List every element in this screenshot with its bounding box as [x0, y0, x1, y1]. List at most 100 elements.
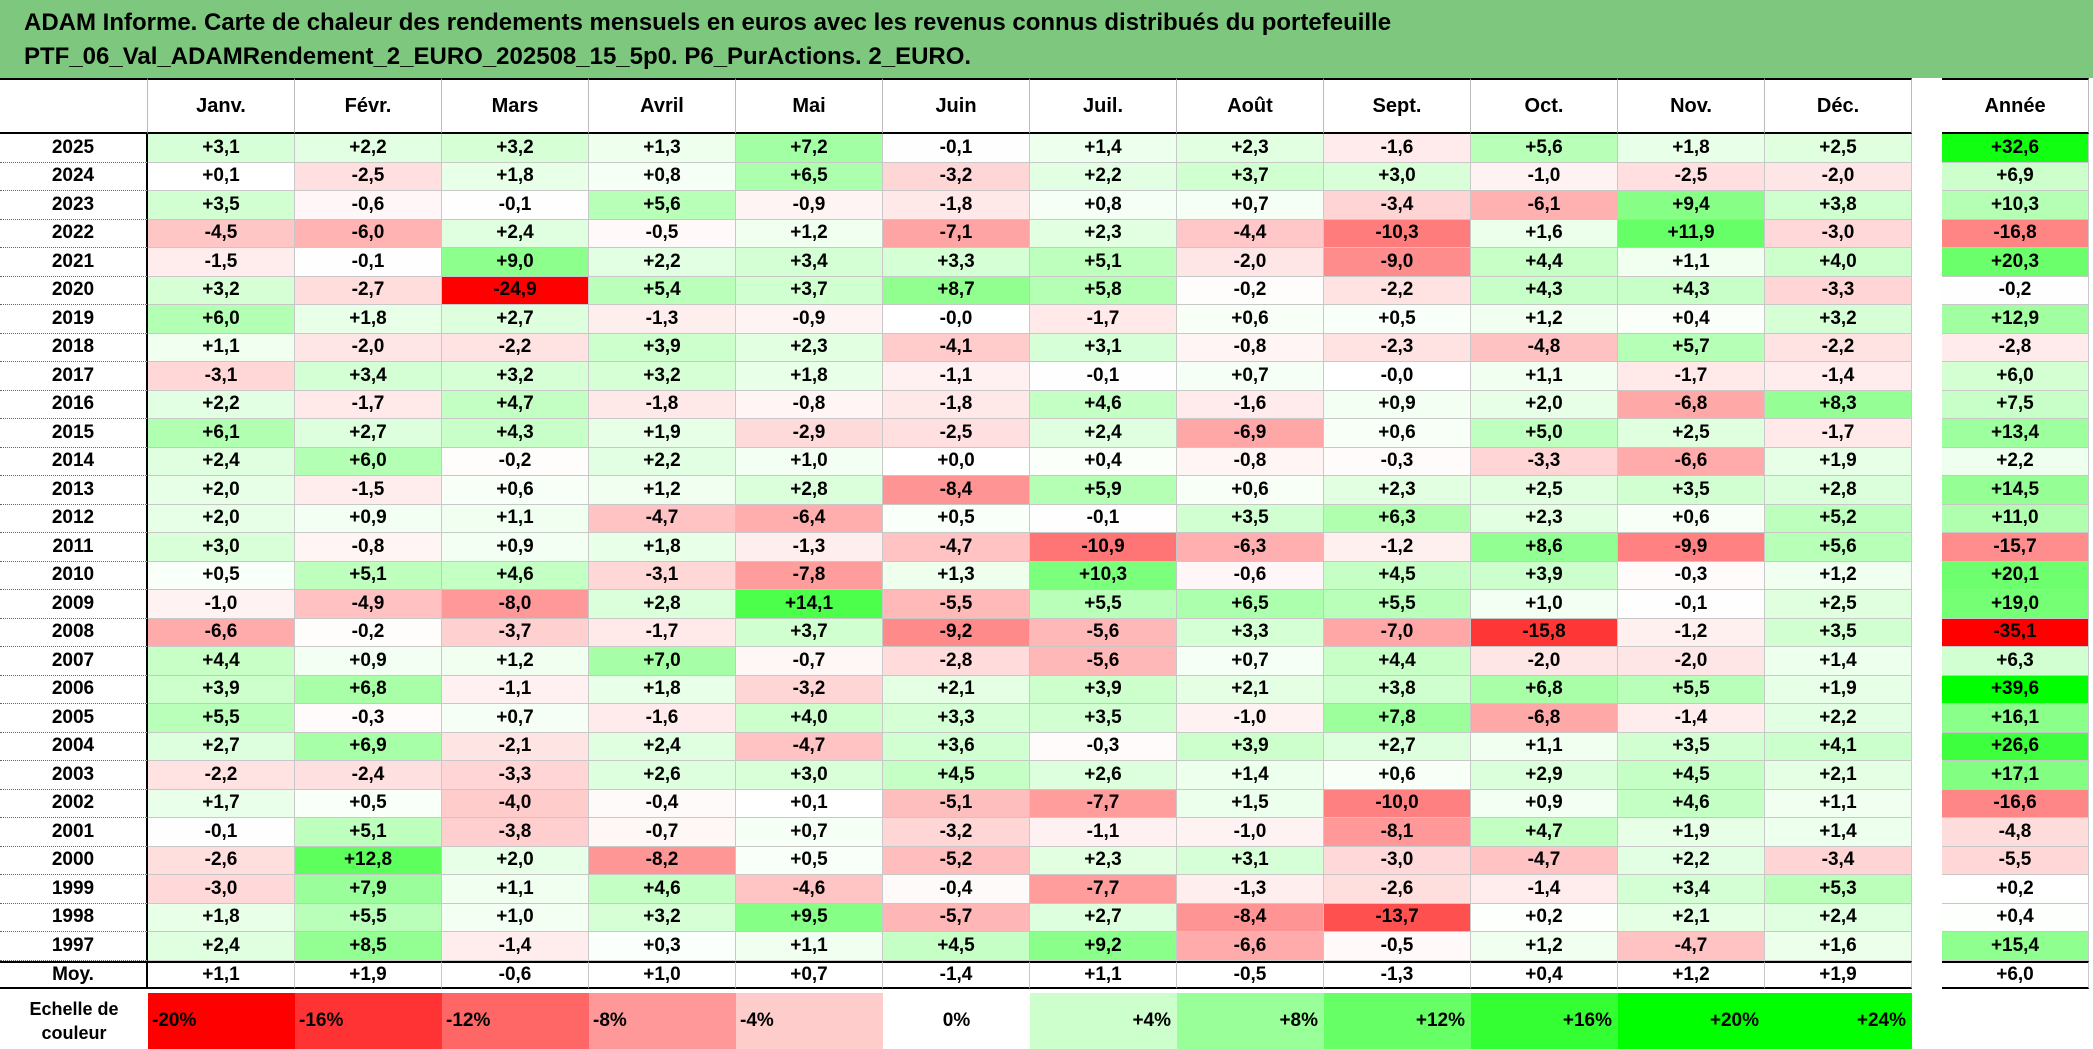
row-year-label: 2004 [0, 732, 148, 761]
color-scale-label: Echelle de couleur [0, 992, 148, 1049]
heatmap-cell: -1,4 [1618, 704, 1765, 733]
heatmap-cell: +3,0 [1324, 162, 1471, 191]
heatmap-cell: +3,9 [1030, 675, 1177, 704]
row-year-label: 2007 [0, 647, 148, 676]
heatmap-cell: -6,1 [1471, 191, 1618, 220]
row-year-label: 2015 [0, 419, 148, 448]
heatmap-cell: -4,9 [295, 590, 442, 619]
heatmap-cell: -2,6 [1324, 875, 1471, 904]
heatmap-cell: -2,5 [295, 162, 442, 191]
heatmap-cell: -1,6 [1324, 134, 1471, 163]
heatmap-cell: +5,6 [1765, 533, 1912, 562]
heatmap-cell: +2,3 [736, 333, 883, 362]
heatmap-cell: +2,4 [589, 732, 736, 761]
annual-return-cell: +6,0 [1942, 362, 2089, 391]
heatmap-cell: +3,4 [1618, 875, 1765, 904]
heatmap-cell: -1,1 [883, 362, 1030, 391]
heatmap-cell: +9,5 [736, 903, 883, 932]
heatmap-cell: +5,7 [1618, 333, 1765, 362]
heatmap-cell: +6,0 [148, 305, 295, 334]
heatmap-cell: -1,3 [736, 533, 883, 562]
heatmap-cell: +3,2 [442, 134, 589, 163]
heatmap-cell: +6,1 [148, 419, 295, 448]
heatmap-cell: +2,3 [1324, 476, 1471, 505]
row-year-label: 2023 [0, 191, 148, 220]
heatmap-cell: +1,4 [1177, 761, 1324, 790]
heatmap-cell: +1,0 [442, 903, 589, 932]
heatmap-cell: +1,8 [589, 533, 736, 562]
heatmap-cell: +2,2 [148, 390, 295, 419]
heatmap-cell: +3,6 [883, 732, 1030, 761]
color-scale-swatch: +8% [1177, 992, 1324, 1049]
annual-return-cell: +0,2 [1942, 875, 2089, 904]
heatmap-cell: +5,1 [295, 818, 442, 847]
heatmap-cell: -3,3 [1765, 276, 1912, 305]
row-year-label: 2017 [0, 362, 148, 391]
heatmap-cell: +1,2 [1765, 561, 1912, 590]
heatmap-cell: +2,3 [1471, 504, 1618, 533]
heatmap-cell: +1,3 [883, 561, 1030, 590]
heatmap-cell: -4,0 [442, 789, 589, 818]
heatmap-cell: -3,4 [1765, 846, 1912, 875]
heatmap-cell: -1,7 [1618, 362, 1765, 391]
heatmap-cell: +2,2 [1030, 162, 1177, 191]
heatmap-cell: +0,5 [295, 789, 442, 818]
heatmap-cell: +4,3 [1618, 276, 1765, 305]
column-header-7: Juil. [1030, 78, 1177, 134]
heatmap-cell: -1,2 [1324, 533, 1471, 562]
heatmap-cell: +1,9 [1618, 818, 1765, 847]
heatmap-cell: +3,4 [295, 362, 442, 391]
heatmap-cell: +2,4 [442, 219, 589, 248]
average-cell: +1,1 [148, 960, 295, 989]
row-year-label: 2009 [0, 590, 148, 619]
heatmap-cell: -1,7 [589, 618, 736, 647]
heatmap-cell: -2,0 [1471, 647, 1618, 676]
heatmap-cell: -0,3 [1030, 732, 1177, 761]
heatmap-cell: -2,7 [295, 276, 442, 305]
heatmap-cell: +2,0 [148, 504, 295, 533]
average-cell: +1,9 [1765, 960, 1912, 989]
heatmap-cell: -1,0 [148, 590, 295, 619]
color-scale-label-line-1: Echelle de [29, 998, 119, 1019]
heatmap-cell: -5,6 [1030, 618, 1177, 647]
heatmap-cell: +0,6 [1177, 305, 1324, 334]
heatmap-cell: -2,2 [442, 333, 589, 362]
heatmap-cell: +2,2 [1765, 704, 1912, 733]
heatmap-cell: +8,3 [1765, 390, 1912, 419]
annual-return-cell: -15,7 [1942, 533, 2089, 562]
annual-return-cell: +2,2 [1942, 447, 2089, 476]
heatmap-cell: +1,1 [736, 932, 883, 961]
heatmap-cell: -1,6 [1177, 390, 1324, 419]
heatmap-cell: +0,7 [442, 704, 589, 733]
column-header-2: Févr. [295, 78, 442, 134]
heatmap-cell: +5,1 [1030, 248, 1177, 277]
column-header-10: Oct. [1471, 78, 1618, 134]
heatmap-cell: +1,1 [1471, 362, 1618, 391]
heatmap-cell: -0,2 [1177, 276, 1324, 305]
heatmap-cell: -0,6 [295, 191, 442, 220]
average-cell: -0,6 [442, 960, 589, 989]
heatmap-cell: -4,1 [883, 333, 1030, 362]
annual-return-cell: +13,4 [1942, 419, 2089, 448]
heatmap-cell: +7,8 [1324, 704, 1471, 733]
heatmap-cell: -3,3 [1471, 447, 1618, 476]
heatmap-cell: +4,3 [1471, 276, 1618, 305]
heatmap-cell: +5,5 [1030, 590, 1177, 619]
heatmap-cell: +9,4 [1618, 191, 1765, 220]
heatmap-cell: -0,9 [736, 191, 883, 220]
annual-return-cell: -35,1 [1942, 618, 2089, 647]
heatmap-cell: +5,5 [148, 704, 295, 733]
heatmap-cell: -6,8 [1471, 704, 1618, 733]
annual-return-cell: +15,4 [1942, 932, 2089, 961]
heatmap-cell: +2,7 [1324, 732, 1471, 761]
heatmap-cell: -6,3 [1177, 533, 1324, 562]
heatmap-cell: -8,1 [1324, 818, 1471, 847]
heatmap-cell: -1,1 [1030, 818, 1177, 847]
heatmap-cell: +2,9 [1471, 761, 1618, 790]
heatmap-cell: +0,1 [148, 162, 295, 191]
heatmap-cell: -6,8 [1618, 390, 1765, 419]
heatmap-cell: -1,4 [1765, 362, 1912, 391]
heatmap-cell: +1,6 [1765, 932, 1912, 961]
heatmap-cell: +0,6 [1618, 504, 1765, 533]
annual-return-cell: +7,5 [1942, 390, 2089, 419]
